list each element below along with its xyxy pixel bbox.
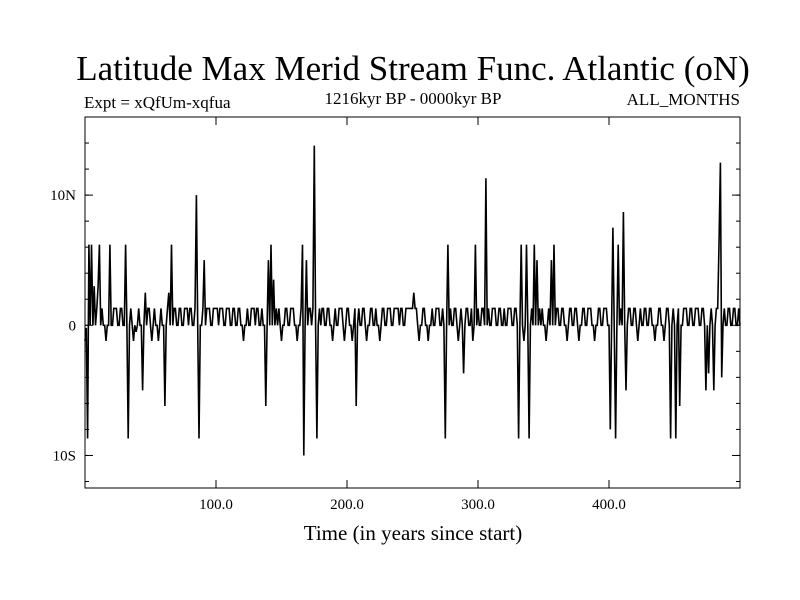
series-line (84, 145, 741, 456)
y-tick-label: 10N (50, 188, 76, 204)
x-tick-label: 300.0 (461, 497, 495, 513)
time-range-label: 1216kyr BP - 0000kyr BP (325, 89, 502, 108)
plot-frame (84, 116, 741, 489)
x-tick-label: 200.0 (330, 497, 364, 513)
months-label: ALL_MONTHS (627, 90, 740, 109)
x-axis-ticks: 100.0 200.0 300.0 400.0 (199, 117, 626, 513)
x-tick-label: 400.0 (592, 497, 626, 513)
chart-title: Latitude Max Merid Stream Func. Atlantic… (76, 49, 750, 88)
x-axis-label: Time (in years since start) (304, 521, 523, 545)
y-tick-label: 10S (53, 448, 76, 464)
y-axis-ticks: 10N 0 10S (50, 188, 740, 464)
data-series (84, 145, 741, 456)
y-tick-label: 0 (69, 318, 77, 334)
x-tick-label: 100.0 (199, 497, 233, 513)
experiment-label: Expt = xQfUm-xqfua (84, 93, 231, 112)
